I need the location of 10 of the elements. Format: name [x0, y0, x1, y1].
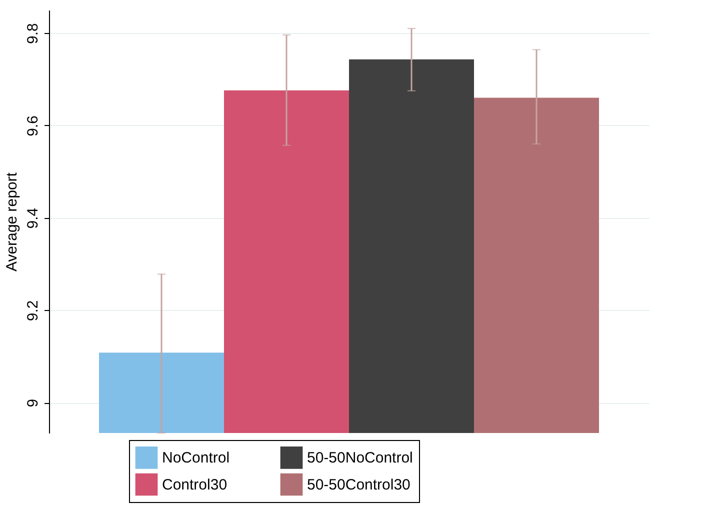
y-tick-label: 9.6 — [24, 116, 42, 136]
legend-label: 50-50NoControl — [307, 450, 413, 467]
legend-label: 50-50Control30 — [307, 476, 410, 494]
y-tick-label: 9 — [24, 398, 42, 408]
y-tick-label: 9.4 — [24, 208, 42, 229]
y-tick-label: 9.8 — [24, 23, 42, 44]
legend-label: NoControl — [162, 450, 230, 467]
legend-label: Control30 — [162, 476, 228, 494]
y-axis-title: Average report — [4, 172, 20, 272]
y-tick-label: 9.2 — [24, 300, 42, 322]
